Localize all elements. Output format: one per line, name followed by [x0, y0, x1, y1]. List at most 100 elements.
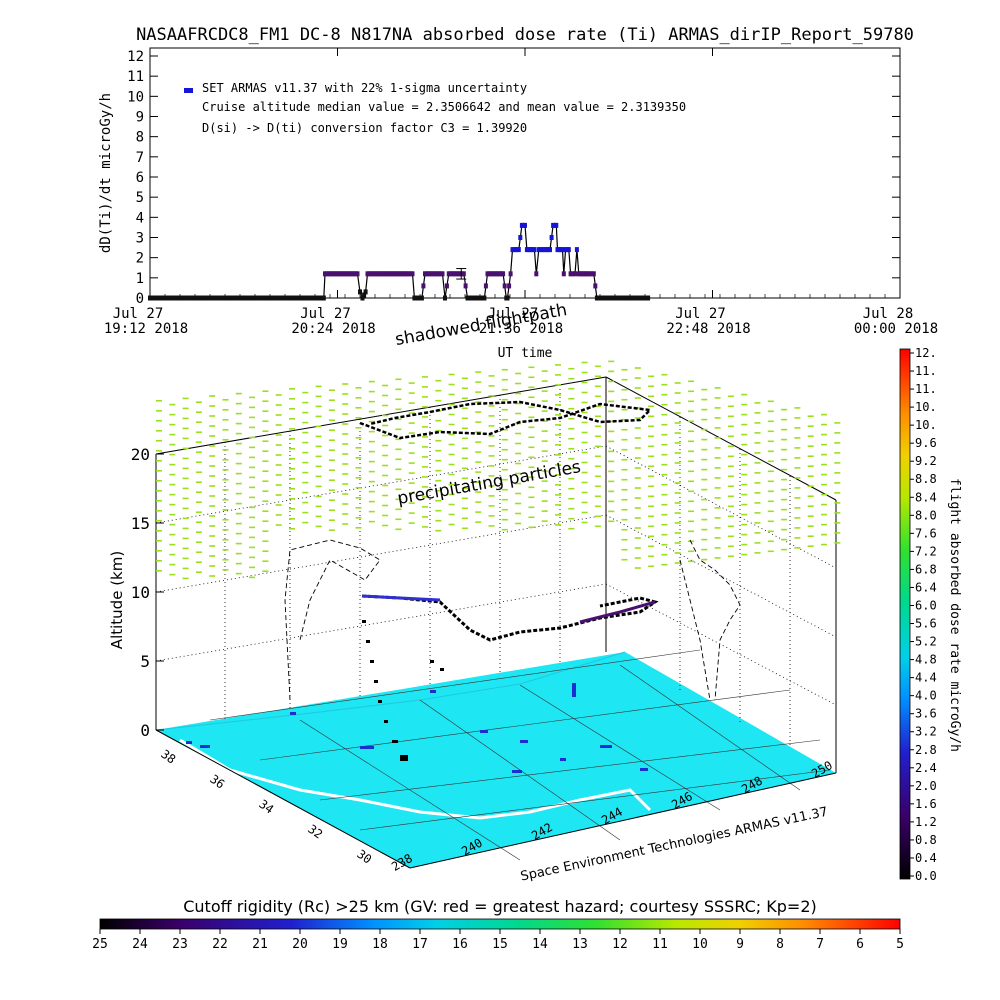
particle-dash [501, 418, 508, 421]
particle-dash [195, 431, 202, 433]
data-point [419, 295, 424, 301]
particle-dash [634, 367, 641, 369]
data-point [512, 247, 517, 253]
particle-dash [169, 563, 176, 566]
particle-dash [608, 420, 615, 423]
particle-dash [302, 441, 309, 444]
particle-dash [608, 460, 615, 463]
particle-dash [634, 397, 641, 399]
data-point [457, 271, 462, 277]
data-point [542, 247, 547, 253]
particle-dash [395, 388, 402, 391]
particle-dash [435, 439, 442, 442]
particle-dash [568, 527, 575, 530]
particle-dash [156, 560, 162, 562]
particle-dash [342, 523, 349, 525]
particle-dash [701, 538, 708, 541]
particle-dash [634, 457, 641, 459]
particle-dash [621, 518, 628, 521]
particle-dash [262, 550, 269, 552]
data-point [444, 283, 449, 289]
particle-dash [435, 489, 442, 492]
particle-dash [448, 373, 455, 376]
latitude-tick-label: 36 [207, 772, 227, 792]
particle-dash [634, 437, 641, 439]
particle-dash [488, 445, 495, 447]
particle-dash [182, 537, 189, 540]
particle-dash [422, 376, 428, 378]
particle-dash [834, 482, 841, 484]
particle-dash [754, 482, 761, 484]
particle-dash [262, 410, 269, 412]
particle-dash [781, 478, 788, 481]
legend-marker [184, 88, 193, 93]
particle-dash [581, 421, 588, 424]
particle-dash [408, 402, 415, 404]
particle-dash [555, 524, 561, 526]
particle-dash [222, 469, 229, 471]
particle-dash [727, 405, 734, 408]
particle-dash [714, 437, 721, 439]
particle-dash [648, 415, 655, 418]
particle-dash [156, 420, 162, 422]
particle-dash [302, 431, 309, 434]
particle-dash [528, 436, 535, 439]
particle-dash [315, 485, 322, 488]
colorbar-bottom-tick-label: 6 [856, 937, 864, 952]
particle-dash [475, 371, 482, 373]
particle-dash [488, 455, 495, 457]
particle-dash [568, 407, 575, 410]
particle-dash [528, 466, 535, 469]
particle-dash [794, 487, 801, 489]
particle-dash [169, 543, 176, 546]
particle-dash [422, 426, 428, 428]
particle-dash [594, 375, 601, 378]
colorbar-right-tick-label: 5.2 [915, 635, 937, 649]
particle-dash [235, 532, 242, 535]
colorbar-bottom-tick-label: 5 [896, 937, 904, 952]
particle-dash [594, 435, 601, 438]
particle-dash [608, 440, 615, 443]
particle-dash [315, 395, 322, 398]
particle-dash [435, 449, 442, 452]
particle-dash [581, 501, 588, 504]
particle-dash [674, 492, 681, 494]
particle-dash [714, 497, 721, 499]
particle-dash [182, 397, 189, 400]
particle-dash [608, 450, 615, 453]
particle-dash [727, 525, 734, 528]
particle-dash [714, 387, 721, 389]
particle-dash [448, 393, 455, 396]
particle-dash [515, 392, 522, 395]
particle-dash [714, 527, 721, 529]
particle-dash [488, 515, 495, 517]
particle-dash [382, 454, 389, 457]
particle-dash [754, 472, 761, 474]
particle-dash [395, 528, 402, 531]
particle-dash [422, 516, 428, 518]
colorbar-right-tick-label: 11. [915, 382, 937, 396]
colorbar-right-tick-label: 6.8 [915, 562, 937, 576]
particle-dash [621, 468, 628, 471]
projection-lines [284, 539, 741, 701]
particle-dash [262, 480, 269, 482]
particle-dash [541, 400, 548, 402]
particle-dash [448, 473, 455, 476]
colorbar-right-tick-label: 8.4 [915, 490, 937, 504]
particle-dash [222, 449, 229, 451]
particle-dash [182, 507, 189, 510]
particle-dash [541, 490, 548, 492]
particle-dash [182, 497, 189, 500]
particle-dash [328, 499, 335, 501]
particle-dash [794, 507, 801, 509]
particle-dash [727, 465, 734, 468]
particle-dash [621, 528, 628, 531]
colorbar-bottom-tick-label: 18 [372, 937, 388, 952]
particle-dash [688, 440, 694, 443]
data-point [461, 271, 466, 277]
latitude-tick-label: 38 [158, 747, 178, 767]
particle-dash [342, 473, 349, 475]
particle-dash [501, 508, 508, 511]
particle-dash [621, 488, 628, 491]
particle-dash [621, 508, 628, 511]
